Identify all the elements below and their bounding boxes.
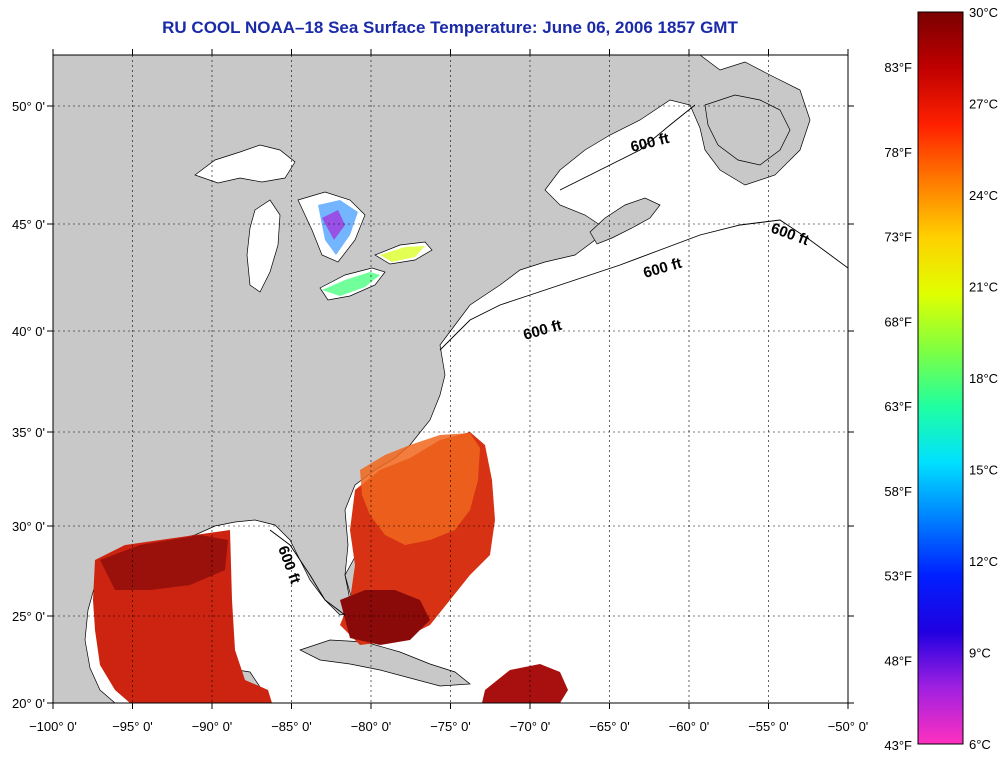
colorbar-fahrenheit-label: 78°F: [884, 145, 912, 160]
colorbar-celsius-label: 24°C: [969, 188, 998, 203]
colorbar-celsius-label: 21°C: [969, 280, 998, 295]
lat-tick-label: 40° 0': [12, 324, 45, 339]
map-plot-area[interactable]: 600 ft 600 ft 600 ft 600 ft 600 ft: [53, 55, 848, 703]
colorbar-celsius-label: 12°C: [969, 554, 998, 569]
lon-tick-label: −95° 0': [112, 719, 153, 734]
lat-tick-label: 50° 0': [12, 99, 45, 114]
lat-tick-label: 20° 0': [12, 696, 45, 711]
sst-florida-straits: [340, 590, 430, 645]
lon-tick-label: −70° 0': [510, 719, 551, 734]
colorbar-fahrenheit-label: 53°F: [884, 569, 912, 584]
colorbar-celsius-label: 6°C: [969, 737, 991, 752]
colorbar-celsius-label: 27°C: [969, 97, 998, 112]
sst-gulf-stream-orange: [360, 433, 480, 545]
colorbar-celsius-label: 30°C: [969, 5, 998, 20]
lat-tick-label: 25° 0': [12, 609, 45, 624]
colorbar-fahrenheit-label: 63°F: [884, 399, 912, 414]
colorbar-fahrenheit-label: 58°F: [884, 484, 912, 499]
lon-tick-label: −90° 0': [192, 719, 233, 734]
lon-tick-label: −100° 0': [29, 719, 77, 734]
lat-tick-label: 45° 0': [12, 217, 45, 232]
isobath-600ft-line: [269, 104, 848, 616]
lake-superior: [194, 144, 296, 184]
lon-tick-label: −65° 0': [589, 719, 630, 734]
lon-tick-label: −50° 0': [828, 719, 869, 734]
colorbar-fahrenheit-label: 48°F: [884, 653, 912, 668]
colorbar-fahrenheit-label: 68°F: [884, 314, 912, 329]
colorbar-fahrenheit-label: 73°F: [884, 230, 912, 245]
lat-tick-label: 35° 0': [12, 425, 45, 440]
land-newfoundland: [704, 94, 791, 166]
sst-gulf-hot: [100, 535, 228, 590]
land-nova-scotia: [589, 197, 661, 245]
lon-tick-label: −80° 0': [351, 719, 392, 734]
lat-tick-label: 30° 0': [12, 519, 45, 534]
colorbar-labels: 30°C 27°C 24°C 21°C 18°C 15°C 12°C 9°C 6°C 83°F 78…: [884, 5, 998, 753]
axis-ticks: −100° 0' −95° 0' −90° 0' −85° 0' −80° 0' −75°…: [12, 49, 868, 734]
colorbar-celsius-label: 9°C: [969, 646, 991, 661]
lake-erie-sst: [322, 272, 380, 296]
lon-tick-label: −55° 0': [748, 719, 789, 734]
colorbar-celsius-label: 15°C: [969, 463, 998, 478]
colorbar-fahrenheit-label: 83°F: [884, 60, 912, 75]
lon-tick-label: −85° 0': [271, 719, 312, 734]
colorbar-fahrenheit-label: 43°F: [884, 738, 912, 753]
colorbar: [917, 11, 964, 745]
graticule: [53, 55, 848, 703]
sst-caribbean: [482, 664, 568, 703]
map-title: RU COOL NOAA–18 Sea Surface Temperature:…: [162, 18, 738, 37]
lon-tick-label: −75° 0': [430, 719, 471, 734]
colorbar-celsius-label: 18°C: [969, 371, 998, 386]
lake-michigan: [246, 199, 281, 293]
lake-huron-sst-cold: [322, 210, 345, 240]
lon-tick-label: −60° 0': [669, 719, 710, 734]
lake-ontario-sst: [380, 246, 425, 262]
